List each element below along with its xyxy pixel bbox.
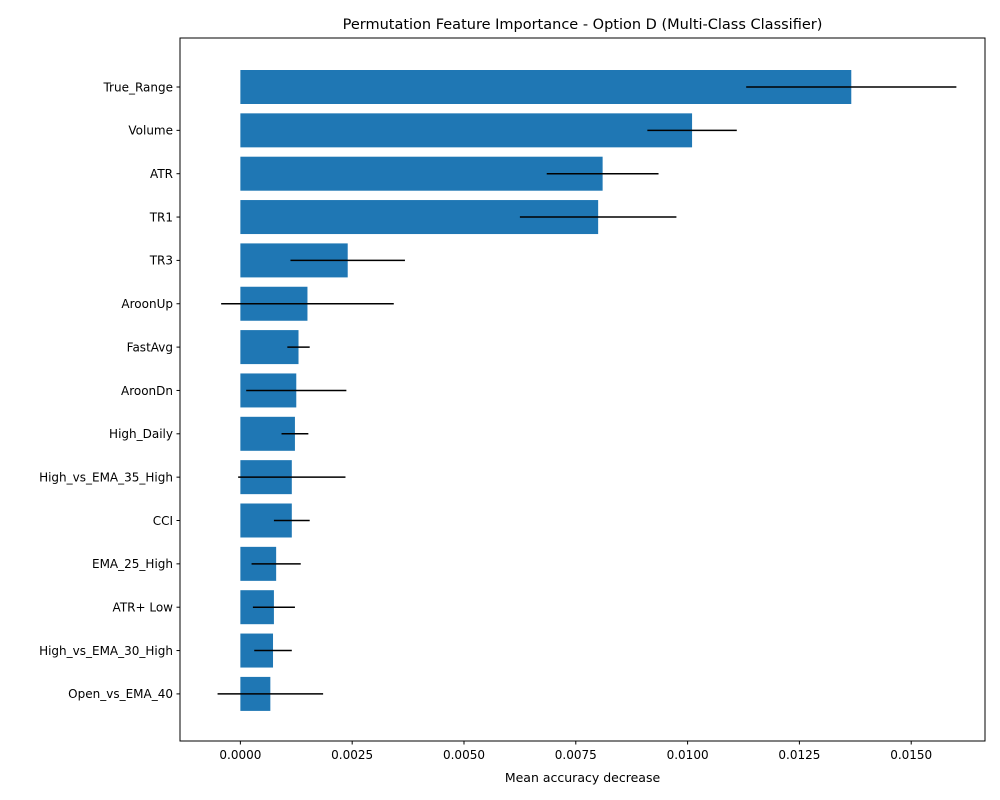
y-tick-label: CCI xyxy=(153,514,173,528)
y-tick-label: AroonDn xyxy=(121,384,173,398)
chart-title: Permutation Feature Importance - Option … xyxy=(343,17,823,33)
y-axis-ticks: True_Range Volume ATR TR1 TR3 AroonUp FastAvg A… xyxy=(39,80,180,701)
y-tick-label: High_Daily xyxy=(109,427,173,441)
plot-frame xyxy=(179,37,986,742)
y-tick-label: TR3 xyxy=(149,254,173,268)
y-tick-label: True_Range xyxy=(102,80,173,94)
y-tick-label: EMA_25_High xyxy=(92,557,173,571)
x-axis-ticks: 0.0000 0.0025 0.0050 0.0075 0.0100 0.0125 0.01… xyxy=(219,741,932,762)
y-tick-label: ATR+ Low xyxy=(113,601,174,615)
x-tick-label: 0.0150 xyxy=(890,748,932,762)
y-tick-label: TR1 xyxy=(149,210,173,224)
error-bars-group xyxy=(217,86,957,695)
y-tick-label: FastAvg xyxy=(127,340,173,354)
y-tick-label: ATR xyxy=(150,167,173,181)
bar xyxy=(240,156,603,191)
x-tick-label: 0.0100 xyxy=(667,748,709,762)
x-tick-label: 0.0050 xyxy=(443,748,485,762)
y-tick-label: Open_vs_EMA_40 xyxy=(68,687,173,701)
x-tick-label: 0.0125 xyxy=(778,748,820,762)
x-tick-label: 0.0075 xyxy=(555,748,597,762)
x-tick-label: 0.0025 xyxy=(331,748,373,762)
y-tick-label: High_vs_EMA_35_High xyxy=(39,470,173,484)
y-tick-label: Volume xyxy=(128,124,173,138)
y-tick-label: High_vs_EMA_30_High xyxy=(39,644,173,658)
x-axis-label: Mean accuracy decrease xyxy=(505,770,661,785)
y-tick-label: AroonUp xyxy=(121,297,173,311)
x-tick-label: 0.0000 xyxy=(219,748,261,762)
bar xyxy=(240,113,693,148)
bars-group xyxy=(240,70,852,711)
